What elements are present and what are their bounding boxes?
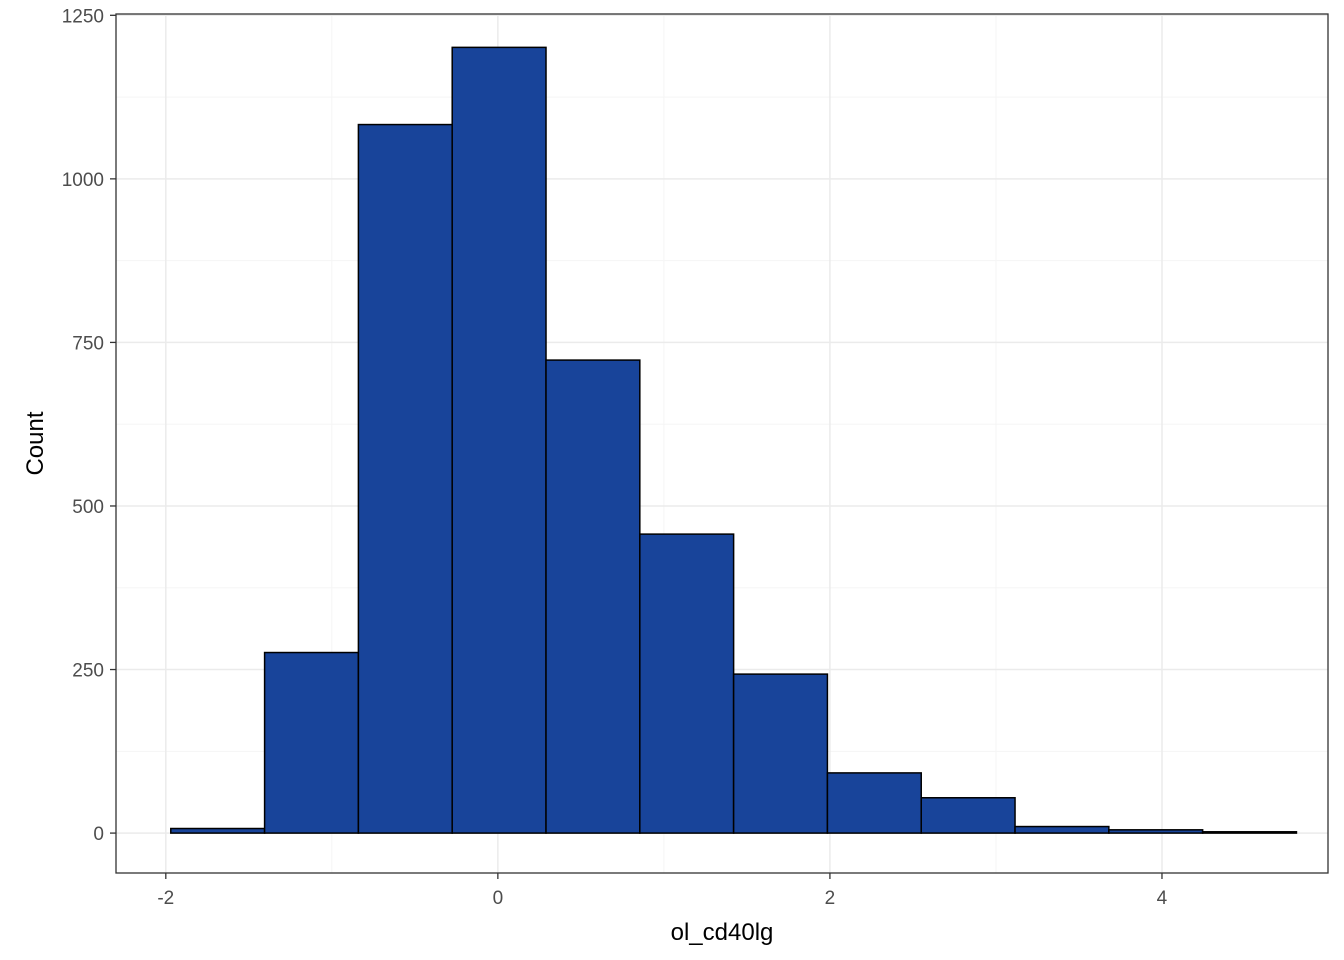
panel-border	[115, 13, 1329, 874]
x-tick-label: 4	[1157, 888, 1168, 909]
y-tick-label: 1000	[62, 170, 104, 191]
histogram-bar	[1201, 831, 1298, 834]
y-axis-ticks: 0 250 500 750 1000 1250	[62, 6, 116, 845]
histogram-bar	[545, 359, 641, 834]
histogram-bar	[451, 46, 547, 834]
x-tick-label: -2	[157, 888, 174, 909]
y-axis-title: Count	[22, 411, 49, 475]
histogram-bar	[639, 533, 735, 834]
y-tick-label: 1250	[62, 6, 104, 27]
x-tick-label: 2	[825, 888, 836, 909]
histogram-bar	[920, 797, 1016, 834]
x-axis-ticks: -2 0 2 4	[157, 873, 1168, 909]
y-tick-label: 250	[72, 661, 104, 682]
y-tick-label: 0	[93, 824, 104, 845]
histogram-bar	[732, 673, 829, 834]
histogram-bar	[1014, 825, 1110, 834]
y-tick-label: 750	[72, 333, 104, 354]
y-tick-label: 500	[72, 497, 104, 518]
histogram-bar	[826, 772, 922, 834]
histogram-bar	[263, 651, 360, 834]
histogram-bar	[357, 123, 453, 834]
histogram-bars	[170, 46, 1298, 834]
histogram-bar	[170, 827, 266, 834]
x-tick-label: 0	[493, 888, 504, 909]
x-axis-title: ol_cd40lg	[671, 919, 774, 946]
histogram-bar	[1108, 829, 1204, 834]
